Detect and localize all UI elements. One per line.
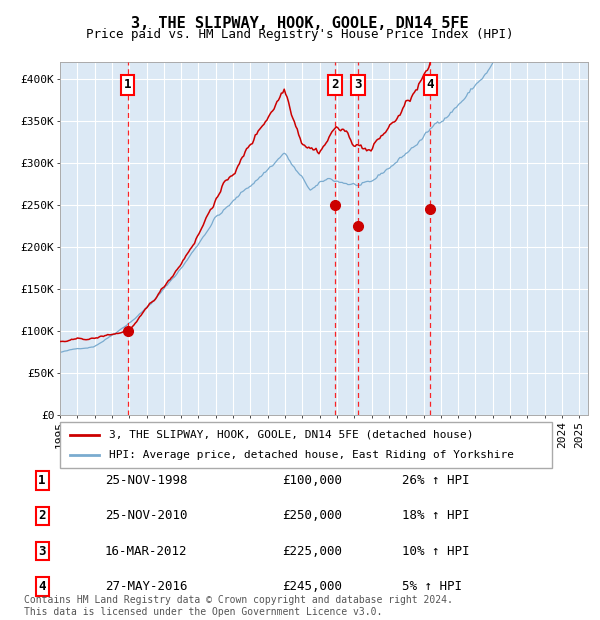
Text: 18% ↑ HPI: 18% ↑ HPI [402, 510, 470, 522]
Text: Price paid vs. HM Land Registry's House Price Index (HPI): Price paid vs. HM Land Registry's House … [86, 28, 514, 41]
Text: £225,000: £225,000 [282, 545, 342, 557]
Text: 27-MAY-2016: 27-MAY-2016 [105, 580, 187, 593]
Text: 25-NOV-1998: 25-NOV-1998 [105, 474, 187, 487]
Text: 2: 2 [332, 79, 339, 92]
Text: 1: 1 [38, 474, 46, 487]
Text: 5% ↑ HPI: 5% ↑ HPI [402, 580, 462, 593]
Text: 3: 3 [38, 545, 46, 557]
Text: £250,000: £250,000 [282, 510, 342, 522]
Text: 26% ↑ HPI: 26% ↑ HPI [402, 474, 470, 487]
Text: £245,000: £245,000 [282, 580, 342, 593]
Text: Contains HM Land Registry data © Crown copyright and database right 2024.
This d: Contains HM Land Registry data © Crown c… [24, 595, 453, 617]
Text: 10% ↑ HPI: 10% ↑ HPI [402, 545, 470, 557]
Text: £100,000: £100,000 [282, 474, 342, 487]
Text: 2: 2 [38, 510, 46, 522]
Text: 3: 3 [354, 79, 362, 92]
Text: HPI: Average price, detached house, East Riding of Yorkshire: HPI: Average price, detached house, East… [109, 450, 514, 460]
Text: 4: 4 [427, 79, 434, 92]
Text: 3, THE SLIPWAY, HOOK, GOOLE, DN14 5FE (detached house): 3, THE SLIPWAY, HOOK, GOOLE, DN14 5FE (d… [109, 430, 474, 440]
Text: 16-MAR-2012: 16-MAR-2012 [105, 545, 187, 557]
Text: 3, THE SLIPWAY, HOOK, GOOLE, DN14 5FE: 3, THE SLIPWAY, HOOK, GOOLE, DN14 5FE [131, 16, 469, 30]
Text: 25-NOV-2010: 25-NOV-2010 [105, 510, 187, 522]
Text: 4: 4 [38, 580, 46, 593]
Text: 1: 1 [124, 79, 131, 92]
